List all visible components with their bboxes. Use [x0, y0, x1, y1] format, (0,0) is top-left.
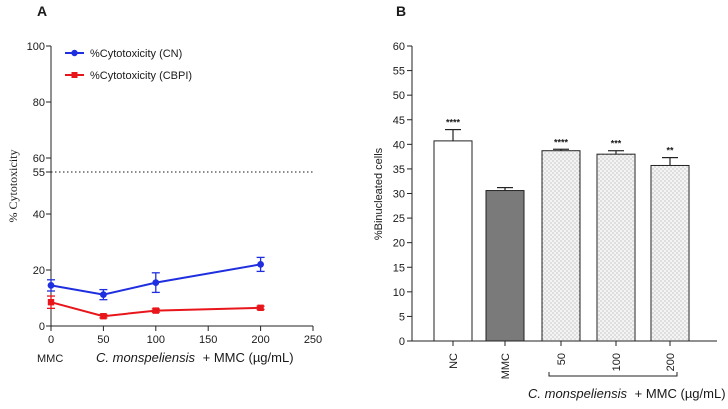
- y-tick-label: 20: [33, 265, 45, 277]
- x-tick-label: 200: [251, 334, 269, 346]
- bar-50: [541, 150, 581, 342]
- panel-a-x-label-suffix: + MMC (µg/mL): [203, 350, 294, 365]
- y-tick-label: 55: [393, 66, 405, 78]
- significance-label: **: [666, 146, 674, 156]
- panel-a-series: [47, 256, 265, 320]
- y-tick-label: 60: [393, 41, 405, 53]
- y-tick-label: 60: [33, 153, 45, 165]
- legend-cn-label: %Cytotoxicity (CN): [90, 48, 182, 60]
- y-tick-label: 40: [393, 139, 405, 151]
- legend-cbpi-marker: [71, 72, 78, 78]
- bar-100: [596, 153, 636, 342]
- x-tick-label: 50: [97, 334, 109, 346]
- data-point-cn: [152, 279, 160, 286]
- x-tick-label: MMC: [500, 353, 512, 379]
- y-tick-label: 0: [39, 321, 45, 333]
- x-tick-label: 200: [665, 353, 677, 371]
- y-tick-label: 80: [33, 97, 45, 109]
- significance-label: ***: [611, 139, 622, 149]
- bar-NC: [433, 140, 473, 342]
- x-tick-label: 150: [199, 334, 217, 346]
- y-tick-label: 55: [33, 167, 45, 179]
- series-cbpi-line: [50, 301, 261, 318]
- panel-b-x-label: C. monspeliensis + MMC (µg/mL): [528, 386, 726, 401]
- y-tick-label: 45: [393, 115, 405, 127]
- x-tick-label: 50: [556, 353, 568, 365]
- panel-b-x-ticks: NC MMC 50 100 200: [448, 341, 677, 379]
- panel-a-letter: A: [37, 3, 47, 19]
- y-tick-label: 15: [393, 262, 405, 274]
- x-tick-label: 100: [147, 334, 165, 346]
- data-point-cbpi: [100, 313, 107, 320]
- panel-a-legend: %Cytotoxicity (CN) %Cytotoxicity (CBPI): [65, 48, 192, 82]
- significance-label: ****: [554, 137, 569, 147]
- data-point-cbpi: [152, 307, 159, 314]
- panel-b-group-bracket: [548, 372, 678, 377]
- x-tick-label: NC: [448, 353, 460, 369]
- panel-a-x-label: C. monspeliensis + MMC (µg/mL): [96, 350, 294, 365]
- legend-cbpi-label: %Cytotoxicity (CBPI): [90, 70, 192, 82]
- y-tick-label: 100: [27, 41, 45, 53]
- panel-a-y-ticks: 0 20 40 55 60 80 100: [27, 41, 51, 333]
- series-cn-line: [50, 263, 261, 296]
- panel-b-letter: B: [396, 3, 406, 19]
- data-point-cn: [100, 291, 107, 299]
- significance-label: ****: [446, 118, 461, 128]
- y-tick-label: 5: [399, 311, 405, 323]
- panel-a-x-ticks: 0 50 100 150 200 250: [48, 326, 322, 346]
- y-tick-label: 30: [393, 189, 405, 201]
- data-point-cn: [257, 261, 264, 268]
- panel-b-x-label-suffix: + MMC (µg/mL): [635, 386, 726, 401]
- data-point-cbpi: [47, 299, 55, 306]
- data-point-cbpi: [257, 304, 264, 311]
- bar-200: [650, 164, 690, 342]
- y-tick-label: 0: [399, 336, 405, 348]
- panel-b-x-label-species: C. monspeliensis: [528, 386, 627, 401]
- y-tick-label: 10: [393, 287, 405, 299]
- bar-MMC: [485, 190, 525, 342]
- panel-b-y-label: %Binucleated cells: [373, 147, 385, 240]
- panel-a-chart: A 0 20 40 55 60 80 100 0 50 100 150 200 250 % Cytot…: [6, 3, 322, 365]
- panel-a-y-label: % Cytotoxicity: [6, 150, 20, 223]
- panel-b-bars: ******** *****: [433, 118, 690, 342]
- y-tick-label: 20: [393, 238, 405, 250]
- y-tick-label: 25: [393, 213, 405, 225]
- panel-a-x-mmc-label: MMC: [37, 353, 63, 365]
- data-point-cn: [47, 282, 55, 289]
- y-tick-label: 35: [393, 164, 405, 176]
- legend-cn-marker: [71, 49, 78, 57]
- y-tick-label: 50: [393, 90, 405, 102]
- x-tick-label: 0: [48, 334, 54, 346]
- panel-b-y-ticks: 0 5 10 15 20 25 30 35 40 45 50 55 60: [393, 41, 412, 348]
- x-tick-label: 250: [304, 334, 322, 346]
- x-tick-label: 100: [611, 353, 623, 371]
- y-tick-label: 40: [33, 209, 45, 221]
- panel-a-x-label-species: C. monspeliensis: [96, 350, 195, 365]
